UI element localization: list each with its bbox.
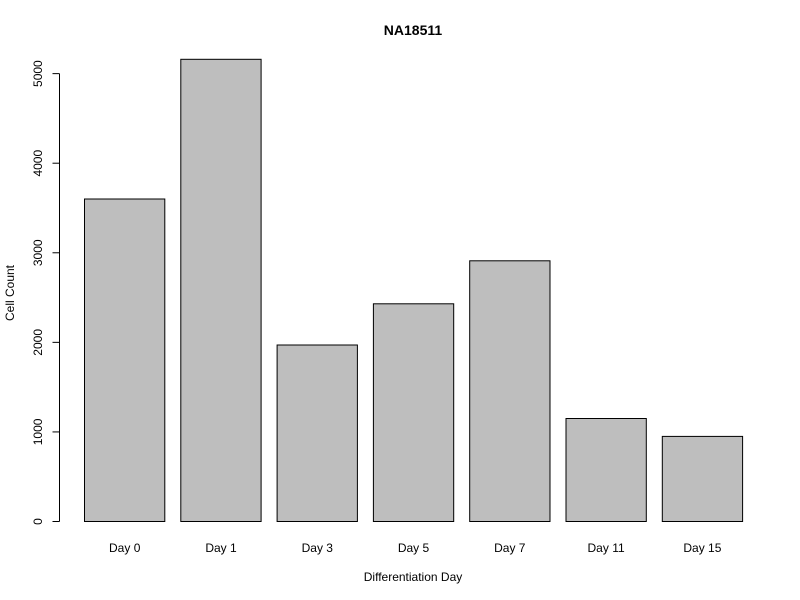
chart-title: NA18511 [384, 22, 443, 38]
bar [469, 260, 551, 522]
x-axis-label: Differentiation Day [364, 570, 463, 584]
bar [276, 344, 358, 522]
bar [372, 303, 455, 522]
bar [180, 58, 262, 523]
x-tick-label: Day 11 [588, 541, 625, 555]
y-tick-label: 3000 [31, 239, 45, 266]
y-tick-label: 4000 [31, 150, 45, 177]
bar [565, 418, 647, 522]
bar [661, 435, 744, 522]
y-axis-label: Cell Count [3, 264, 17, 321]
bars-group [84, 58, 744, 523]
y-tick-label: 1000 [31, 418, 45, 445]
x-tick-label: Day 15 [683, 541, 721, 555]
y-tick-label: 2000 [31, 329, 45, 356]
x-tick-label: Day 1 [205, 541, 237, 555]
y-axis: 0 1000 2000 3000 4000 5000 [31, 60, 60, 525]
y-tick-label: 0 [31, 518, 45, 525]
x-tick-label: Day 3 [302, 541, 334, 555]
x-tick-labels: Day 0 Day 1 Day 3 Day 5 Day 7 Day 11 Day 15 [109, 541, 722, 555]
x-tick-label: Day 0 [109, 541, 141, 555]
x-tick-label: Day 5 [398, 541, 430, 555]
y-tick-label: 5000 [31, 60, 45, 87]
x-tick-label: Day 7 [494, 541, 526, 555]
bar [84, 198, 166, 522]
